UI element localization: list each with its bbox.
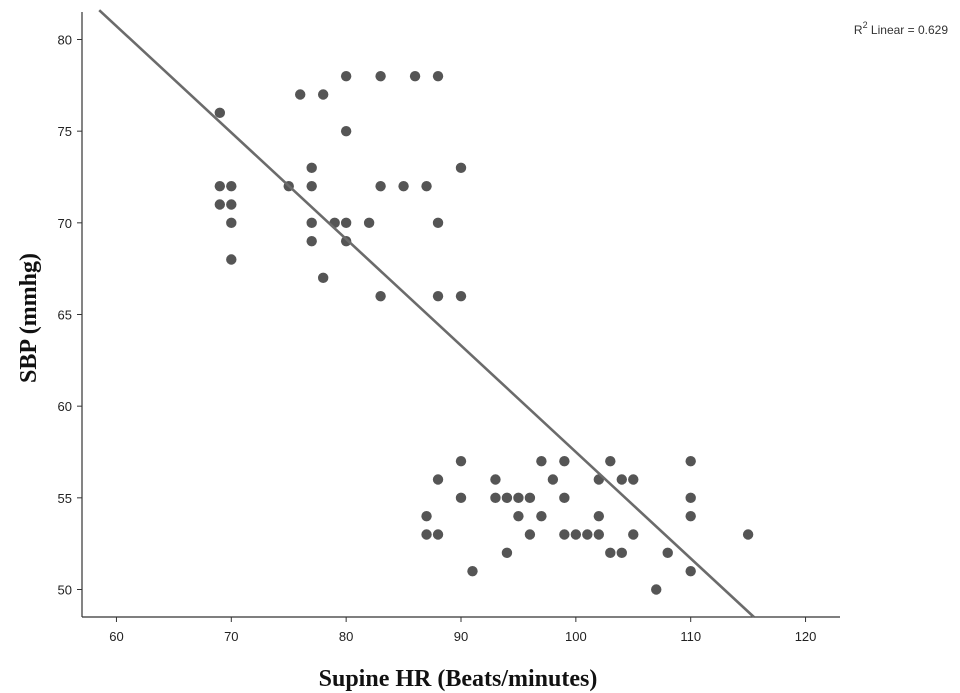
- r2-annotation: R2 Linear = 0.629: [854, 20, 948, 37]
- data-point: [662, 547, 673, 559]
- data-point: [214, 180, 226, 192]
- regression-line: [98, 9, 755, 618]
- x-tick-label: 70: [224, 629, 238, 644]
- data-point: [593, 510, 605, 522]
- data-point: [340, 217, 352, 229]
- data-point: [605, 455, 616, 467]
- data-point: [685, 492, 696, 504]
- x-tick-label: 60: [109, 629, 123, 644]
- data-point: [432, 70, 444, 82]
- data-points: [214, 70, 754, 595]
- data-point: [559, 455, 570, 467]
- data-point: [536, 455, 547, 467]
- data-point: [226, 217, 237, 229]
- data-point: [317, 89, 329, 100]
- data-point: [524, 492, 536, 504]
- r2-prefix: R: [854, 23, 863, 37]
- x-tick-label: 90: [454, 629, 468, 644]
- data-point: [214, 199, 226, 210]
- data-point: [501, 547, 513, 559]
- data-point: [490, 492, 501, 504]
- data-point: [421, 529, 432, 540]
- data-point: [421, 510, 432, 522]
- data-point: [226, 180, 237, 192]
- data-point: [570, 529, 582, 540]
- data-point: [455, 290, 467, 302]
- data-point: [340, 125, 352, 137]
- data-point: [559, 529, 570, 540]
- axes: [81, 12, 840, 618]
- data-point: [375, 180, 386, 192]
- data-point: [214, 107, 226, 119]
- data-point: [593, 529, 605, 540]
- data-point: [306, 180, 317, 192]
- data-point: [340, 235, 352, 247]
- data-point: [455, 492, 467, 504]
- r2-superscript: 2: [863, 20, 868, 30]
- data-point: [742, 529, 754, 540]
- data-point: [628, 529, 639, 540]
- x-tick-label: 120: [795, 629, 817, 644]
- y-tick-label: 50: [58, 583, 72, 598]
- data-point: [616, 547, 627, 559]
- data-point: [513, 492, 524, 504]
- data-point: [628, 474, 639, 485]
- data-point: [375, 70, 386, 82]
- y-tick-label: 70: [58, 216, 72, 231]
- data-point: [432, 474, 444, 485]
- data-point: [306, 162, 317, 174]
- data-point: [685, 565, 696, 577]
- data-point: [582, 529, 593, 540]
- data-point: [467, 565, 478, 577]
- data-point: [363, 217, 375, 229]
- data-point: [490, 474, 501, 485]
- y-tick-label: 55: [58, 491, 72, 506]
- data-point: [455, 455, 467, 467]
- y-tick-label: 60: [58, 399, 72, 414]
- data-point: [226, 199, 237, 210]
- y-tick-label: 65: [58, 308, 72, 323]
- data-point: [432, 529, 444, 540]
- y-tick-label: 75: [58, 124, 72, 139]
- y-axis-title: SBP (mmhg): [16, 253, 42, 383]
- data-point: [226, 254, 237, 265]
- y-tick-label: 80: [58, 33, 72, 48]
- data-point: [398, 180, 409, 192]
- data-point: [409, 70, 421, 82]
- data-point: [616, 474, 627, 485]
- data-point: [651, 584, 662, 595]
- data-point: [685, 510, 696, 522]
- data-point: [685, 455, 696, 467]
- data-point: [295, 89, 306, 100]
- data-point: [421, 180, 432, 192]
- data-point: [559, 492, 570, 504]
- data-point: [513, 510, 524, 522]
- data-point: [306, 235, 317, 247]
- x-tick-label: 80: [339, 629, 353, 644]
- x-axis-title: Supine HR (Beats/minutes): [319, 666, 598, 692]
- x-tick-label: 110: [680, 629, 701, 644]
- data-point: [547, 474, 559, 485]
- data-point: [432, 290, 444, 302]
- data-point: [340, 70, 352, 82]
- r2-value: Linear = 0.629: [868, 23, 949, 37]
- data-point: [455, 162, 467, 174]
- data-point: [605, 547, 616, 559]
- data-point: [317, 272, 329, 284]
- x-tick-label: 100: [565, 629, 587, 644]
- data-point: [524, 529, 536, 540]
- data-point: [432, 217, 444, 229]
- data-point: [501, 492, 513, 504]
- ticks: 60 70 80 90 100 110 120 50 55 60 65 70 75 80: [58, 33, 817, 645]
- fit-line-group: [98, 9, 755, 618]
- data-point: [375, 290, 386, 302]
- data-point: [536, 510, 547, 522]
- data-point: [306, 217, 317, 229]
